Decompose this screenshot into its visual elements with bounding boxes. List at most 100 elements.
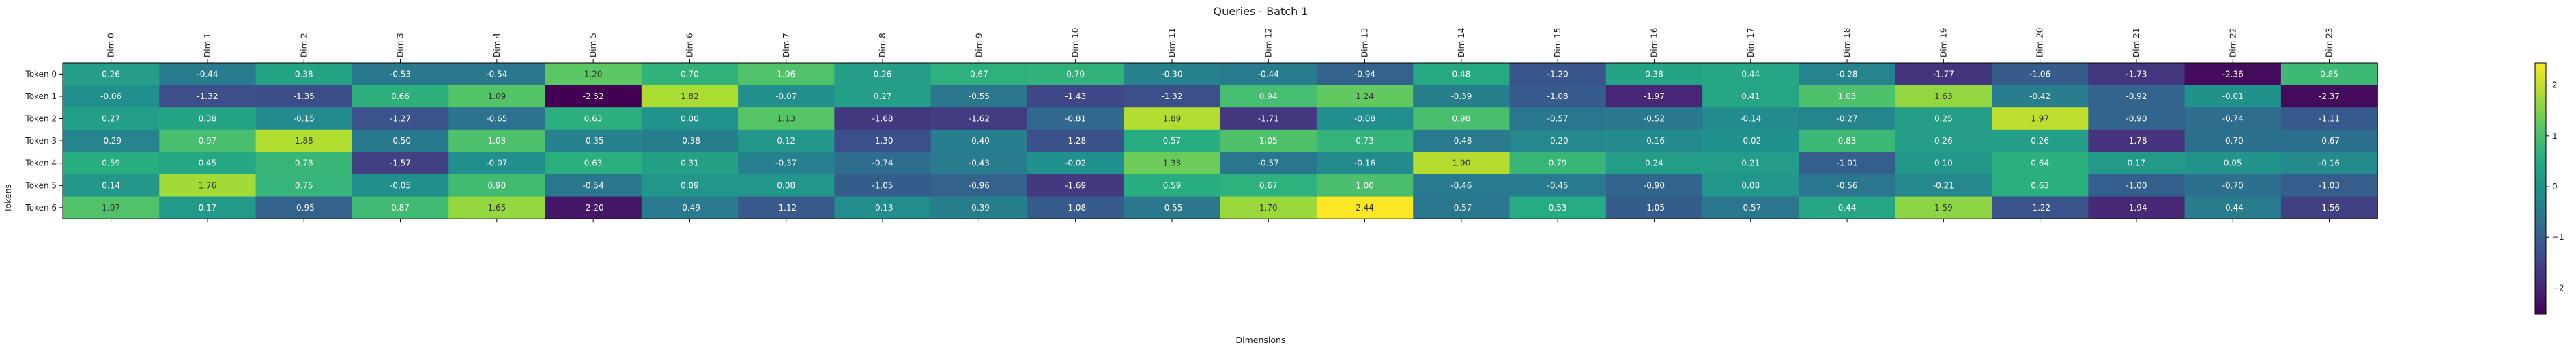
cell-value-label: -1.00: [2126, 180, 2147, 190]
y-tick-label: Token 3: [25, 136, 57, 146]
heatmap-cell: [1413, 152, 1510, 175]
heatmap-cell: [159, 152, 257, 175]
x-tick-label: Dim 23: [2325, 28, 2334, 57]
cell-value-label: -0.07: [775, 92, 797, 101]
cell-value-label: 0.25: [1934, 114, 1953, 124]
cell-value-label: 0.75: [295, 180, 313, 190]
cell-value-label: 0.63: [584, 114, 603, 124]
heatmap-cell: [1220, 107, 1317, 131]
x-tick-label: Dim 13: [1360, 28, 1370, 57]
cell-value-label: 1.59: [1934, 203, 1953, 213]
heatmap-cell: [1895, 196, 1992, 219]
cell-value-label: 1.05: [1259, 136, 1278, 146]
heatmap-cell: [1027, 152, 1124, 175]
cell-value-label: 0.90: [487, 180, 506, 190]
heatmap-cell: [255, 85, 353, 108]
heatmap-cell: [1316, 85, 1414, 108]
cell-value-label: 1.76: [199, 180, 217, 190]
heatmap-cell: [352, 174, 449, 198]
heatmap-cell: [1702, 85, 1799, 108]
cell-value-label: -1.73: [2126, 69, 2147, 79]
colorbar-gradient: [2534, 62, 2547, 315]
cell-value-label: -0.45: [1547, 180, 1569, 190]
cell-value-label: -0.92: [2126, 92, 2147, 101]
cell-value-label: -1.56: [2319, 203, 2340, 213]
heatmap-cell: [159, 174, 257, 198]
cell-value-label: -1.78: [2126, 136, 2147, 146]
x-tick-label: Dim 1: [203, 33, 212, 57]
cell-value-label: 0.53: [1549, 203, 1567, 213]
cell-value-label: -0.27: [1837, 114, 1858, 124]
x-tick-label: Dim 22: [2228, 28, 2237, 57]
cell-value-label: 2.44: [1356, 203, 1374, 213]
cell-value-label: 0.73: [1356, 136, 1374, 146]
heatmap-cell: [738, 129, 835, 152]
heatmap-cell: [930, 63, 1028, 86]
cell-value-label: -1.97: [1644, 92, 1665, 101]
cell-value-label: 1.03: [487, 136, 506, 146]
heatmap-cell: [448, 107, 545, 131]
cell-value-label: -0.57: [1258, 159, 1279, 168]
y-axis-label: Tokens: [3, 184, 13, 213]
heatmap-cell: [1895, 152, 1992, 175]
cell-value-label: 0.79: [1549, 159, 1567, 168]
heatmap-cell: [545, 129, 642, 152]
heatmap-cell: [1509, 63, 1607, 86]
heatmap-cell: [1799, 174, 1896, 198]
cell-value-label: -0.50: [390, 136, 411, 146]
cell-value-label: -0.38: [679, 136, 700, 146]
heatmap-cell: [1413, 85, 1510, 108]
heatmap-cell: [1702, 174, 1799, 198]
heatmap-cell: [159, 129, 257, 152]
heatmap-cell: [641, 129, 739, 152]
cell-value-label: -1.68: [872, 114, 893, 124]
cell-value-label: -0.39: [1450, 92, 1472, 101]
cell-value-label: -0.74: [2222, 114, 2244, 124]
cell-value-label: 1.89: [1163, 114, 1182, 124]
cell-value-label: 0.57: [1163, 136, 1182, 146]
cell-value-label: -2.20: [583, 203, 604, 213]
heatmap-cell: [63, 174, 160, 198]
cell-value-label: -0.95: [294, 203, 315, 213]
cell-value-label: 0.27: [874, 92, 892, 101]
heatmap-cell: [1895, 85, 1992, 108]
heatmap-cell: [448, 152, 545, 175]
heatmap-cell: [930, 107, 1028, 131]
heatmap-cell: [1605, 63, 1703, 86]
colorbar-tick-label: 0: [2552, 182, 2558, 191]
heatmap-cell: [1992, 129, 2089, 152]
heatmap-cell: [834, 85, 932, 108]
heatmap-cell: [1027, 107, 1124, 131]
x-tick-label: Dim 5: [588, 33, 598, 57]
cell-value-label: 0.17: [199, 203, 217, 213]
cell-value-label: -0.07: [486, 159, 507, 168]
colorbar-tick-label: −1: [2552, 232, 2564, 242]
cell-value-label: 0.94: [1259, 92, 1278, 101]
cell-value-label: 0.38: [295, 69, 313, 79]
x-tick-label: Dim 19: [1938, 28, 1948, 57]
heatmap-cell: [2088, 63, 2186, 86]
heatmap-cell: [930, 152, 1028, 175]
heatmap-cell: [2184, 152, 2282, 175]
cell-value-label: -0.56: [1837, 180, 1858, 190]
cell-value-label: -1.22: [2029, 203, 2050, 213]
cell-value-label: -0.14: [1740, 114, 1761, 124]
cell-value-label: 1.70: [1259, 203, 1278, 213]
heatmap-cell: [834, 107, 932, 131]
heatmap-cell: [1220, 129, 1317, 152]
heatmap-cell: [2280, 129, 2378, 152]
cell-value-label: 0.67: [1259, 180, 1278, 190]
heatmap-cell: [255, 196, 353, 219]
cell-value-label: 0.85: [2320, 69, 2338, 79]
heatmap-cell: [1799, 85, 1896, 108]
cell-value-label: -0.90: [2126, 114, 2147, 124]
y-tick-label: Token 5: [25, 180, 57, 190]
x-tick-label: Dim 18: [1842, 28, 1852, 57]
colorbar-tick-label: −2: [2552, 283, 2564, 293]
heatmap-cell: [2088, 129, 2186, 152]
cell-value-label: 0.10: [1934, 159, 1953, 168]
heatmap-cell: [1316, 196, 1414, 219]
colorbar-tick-label: 2: [2552, 81, 2558, 90]
cell-value-label: 1.65: [487, 203, 506, 213]
